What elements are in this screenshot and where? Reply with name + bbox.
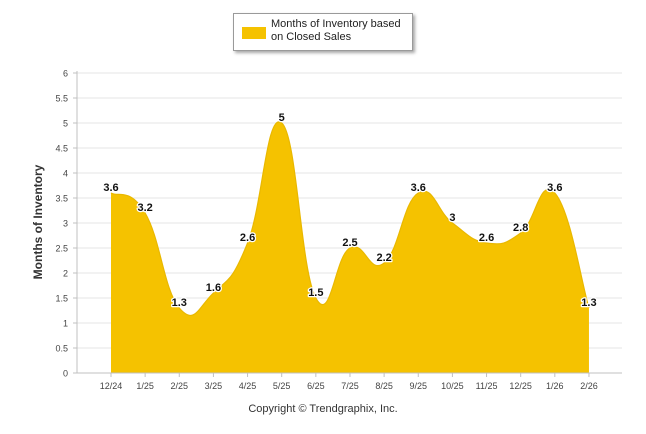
data-label: 5 (279, 112, 285, 124)
y-tick-label: 3 (63, 219, 68, 229)
data-label: 3.6 (103, 182, 118, 194)
data-label: 1.6 (206, 282, 221, 294)
y-tick-label: 2.5 (55, 244, 68, 254)
x-tick-label: 4/25 (239, 381, 257, 391)
x-tick-label: 10/25 (441, 381, 464, 391)
y-tick-label: 2 (63, 269, 68, 279)
y-tick-label: 4.5 (55, 144, 68, 154)
x-tick-label: 2/25 (171, 381, 189, 391)
y-tick-label: 0.5 (55, 344, 68, 354)
y-tick-label: 0 (63, 369, 68, 379)
data-label: 2.6 (240, 232, 255, 244)
x-tick-label: 8/25 (375, 381, 393, 391)
data-label: 1.3 (172, 297, 187, 309)
legend-swatch (242, 27, 266, 39)
x-tick-label: 6/25 (307, 381, 325, 391)
x-tick-label: 1/26 (546, 381, 564, 391)
x-tick-label: 9/25 (409, 381, 427, 391)
y-tick-label: 1 (63, 319, 68, 329)
legend-label-line-2: on Closed Sales (271, 31, 352, 43)
data-label: 3 (449, 212, 455, 224)
series-area-layer (110, 121, 590, 374)
axes: 0 0.5 1 1.5 2 2.5 3 3.5 4 4.5 5 5.5 6 12/24 1/25 2/25 3/… (55, 69, 622, 391)
series-line (110, 121, 590, 316)
series-area (111, 121, 589, 374)
data-label: 3.2 (137, 202, 152, 214)
y-axis-title: Months of Inventory (31, 164, 45, 279)
x-tick-label: 12/24 (100, 381, 123, 391)
data-label: 1.3 (581, 297, 596, 309)
data-label: 1.5 (308, 287, 323, 299)
data-labels: 3.6 3.2 1.3 1.6 2.6 5 1.5 2.5 2.2 3.6 3 2.6 2.8 3.6 1.… (102, 111, 598, 311)
x-tick-label: 3/25 (205, 381, 223, 391)
y-tick-label: 5.5 (55, 94, 68, 104)
x-tick-label: 11/25 (476, 381, 498, 391)
x-tick-label: 1/25 (136, 381, 154, 391)
data-label: 3.6 (547, 182, 562, 194)
x-tick-label: 7/25 (341, 381, 359, 391)
data-label: 2.5 (342, 237, 357, 249)
legend-label-line-1: Months of Inventory based (271, 18, 401, 30)
x-tick-label: 5/25 (273, 381, 291, 391)
x-tick-label: 12/25 (509, 381, 532, 391)
legend-label: Months of Inventory based on Closed Sale… (271, 18, 411, 44)
data-label: 2.2 (376, 252, 391, 264)
data-label: 2.8 (513, 222, 528, 234)
y-tick-label: 6 (63, 69, 68, 79)
y-tick-label: 3.5 (55, 194, 68, 204)
copyright-text: Copyright © Trendgraphix, Inc. (248, 403, 398, 415)
y-tick-label: 5 (63, 119, 68, 129)
data-label: 2.6 (479, 232, 494, 244)
y-tick-label: 4 (63, 169, 68, 179)
y-tick-label: 1.5 (55, 294, 68, 304)
legend: Months of Inventory based on Closed Sale… (233, 13, 413, 51)
data-label: 3.6 (411, 182, 426, 194)
x-tick-label: 2/26 (580, 381, 598, 391)
